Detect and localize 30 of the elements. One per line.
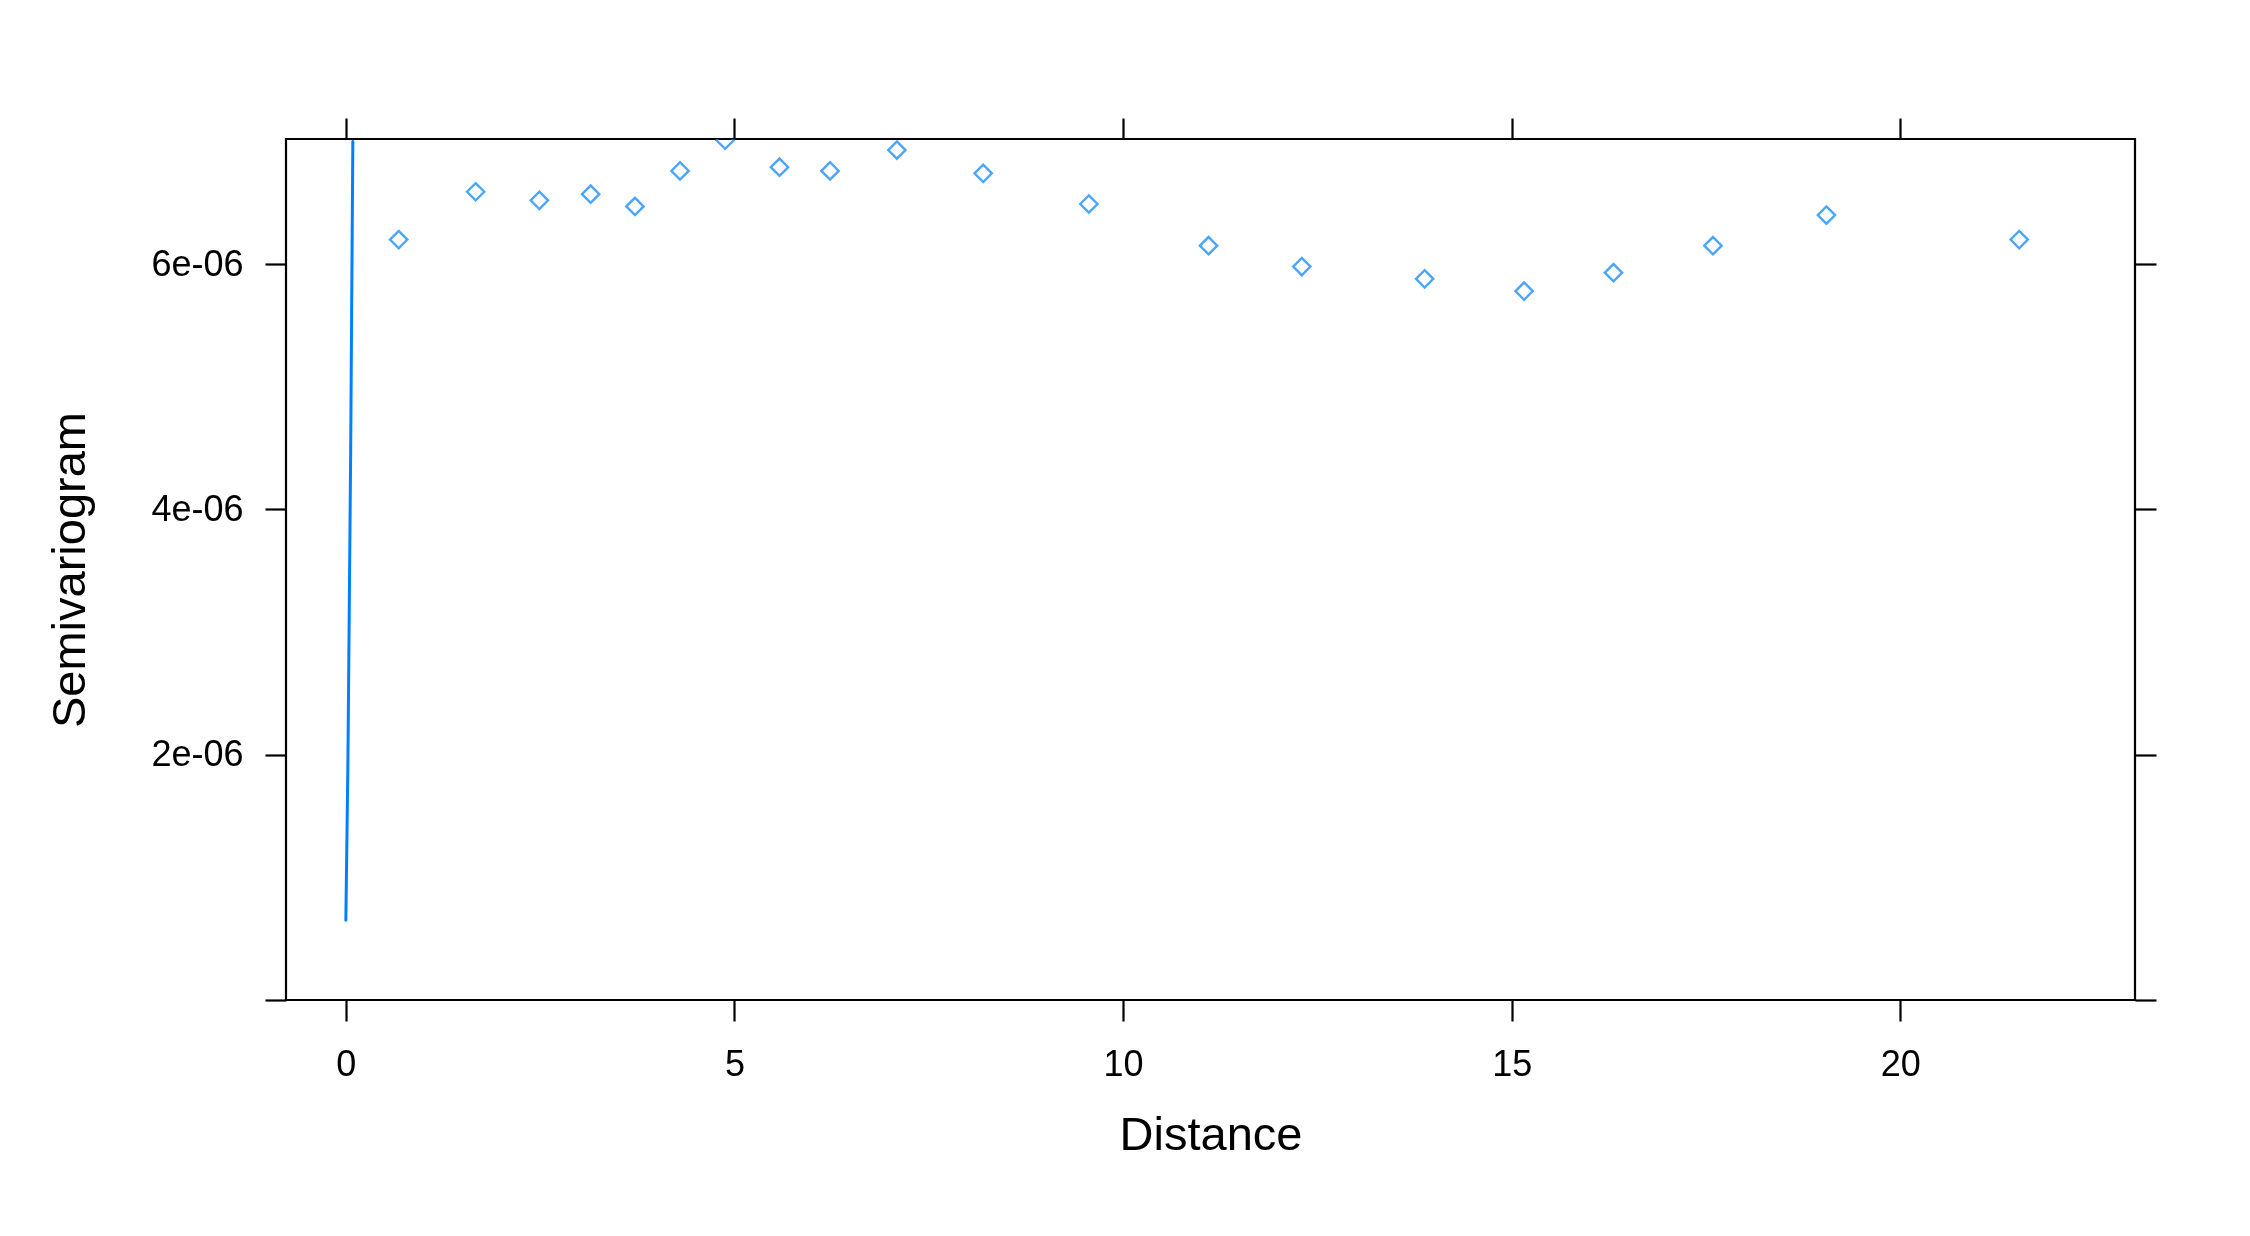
- x-tick-label: 15: [1492, 1042, 1533, 1084]
- point: [529, 190, 550, 211]
- y-axis-title: Semivariogram: [42, 411, 96, 729]
- point: [465, 181, 486, 202]
- point: [887, 140, 907, 160]
- point: [1816, 205, 1837, 225]
- x-tick-label: 10: [1103, 1042, 1144, 1084]
- point: [1414, 268, 1435, 289]
- point: [1603, 262, 1624, 283]
- point: [625, 196, 645, 217]
- point: [580, 184, 601, 205]
- line-series: [344, 139, 355, 922]
- point: [769, 157, 790, 178]
- point: [1079, 194, 1099, 214]
- x-axis-title: Distance: [1119, 1106, 1303, 1160]
- point: [1291, 256, 1312, 277]
- point: [1514, 281, 1534, 301]
- x-tick-label: 20: [1880, 1042, 1921, 1084]
- point: [1198, 235, 1219, 256]
- point: [1703, 235, 1723, 256]
- y-tick-label: 4e-06: [151, 487, 244, 529]
- y-tick-label: 6e-06: [151, 242, 244, 284]
- point: [670, 161, 690, 181]
- y-tick-label: 2e-06: [151, 733, 244, 775]
- point: [820, 161, 840, 181]
- point: [973, 163, 994, 184]
- point: [2009, 229, 2030, 250]
- x-tick-label: 5: [724, 1042, 745, 1084]
- x-tick-label: 0: [336, 1042, 357, 1084]
- point: [388, 229, 409, 250]
